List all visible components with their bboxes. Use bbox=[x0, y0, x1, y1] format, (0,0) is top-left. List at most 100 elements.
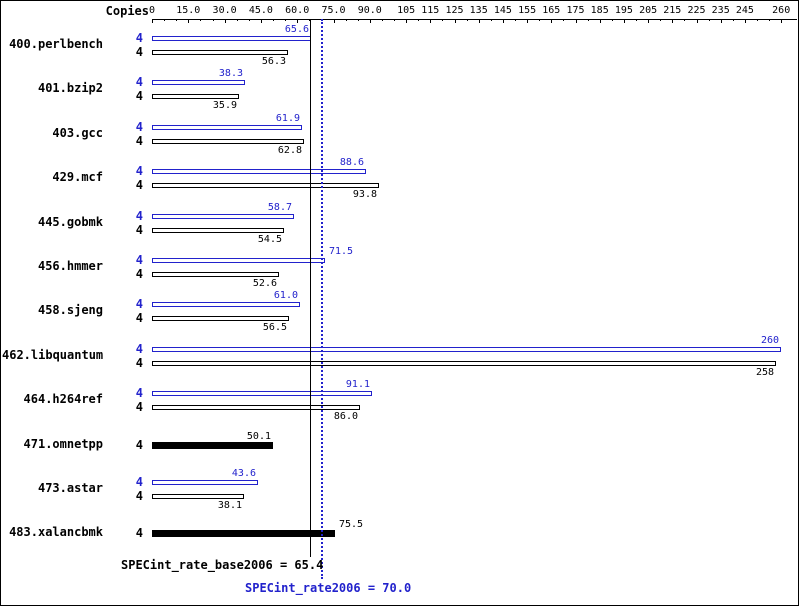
axis-major-tick bbox=[297, 19, 299, 23]
copies-value: 4 bbox=[135, 178, 143, 193]
benchmark-label: 445.gobmk bbox=[37, 214, 103, 229]
axis-minor-tick bbox=[418, 19, 420, 21]
axis-tick-label: 185 bbox=[590, 5, 609, 16]
result-bar-base bbox=[152, 360, 776, 366]
axis-tick-label: 75.0 bbox=[321, 5, 346, 16]
copies-value: 4 bbox=[135, 386, 143, 401]
bar-value-label: 54.5 bbox=[257, 233, 282, 245]
axis-major-tick bbox=[152, 19, 153, 23]
copies-value: 4 bbox=[135, 253, 143, 267]
axis-minor-tick bbox=[236, 19, 238, 21]
axis-major-tick bbox=[224, 19, 226, 23]
axis-minor-tick bbox=[611, 19, 613, 21]
axis-major-tick bbox=[744, 19, 746, 23]
copies-value: 4 bbox=[135, 89, 143, 104]
axis-tick-label: 215 bbox=[663, 5, 682, 16]
axis-tick-label: 175 bbox=[566, 5, 585, 16]
bar-value-label: 86.0 bbox=[333, 411, 358, 423]
benchmark-label: 462.libquantum bbox=[2, 347, 104, 362]
axis-minor-tick bbox=[164, 19, 166, 21]
axis-major-tick bbox=[454, 19, 456, 23]
axis-major-tick bbox=[430, 19, 432, 23]
axis-minor-tick bbox=[636, 19, 637, 21]
copies-value: 4 bbox=[135, 222, 143, 237]
bar-value-label: 260 bbox=[760, 334, 779, 346]
benchmark-label: 403.gcc bbox=[52, 125, 103, 140]
result-bar-base bbox=[152, 227, 284, 233]
axis-minor-tick bbox=[684, 19, 686, 21]
axis-minor-tick bbox=[563, 19, 565, 21]
axis-tick-label: 260 bbox=[772, 5, 791, 16]
benchmark-label: 471.omnetpp bbox=[23, 436, 103, 451]
axis-tick-label: 105 bbox=[397, 5, 416, 16]
axis-minor-tick bbox=[176, 19, 178, 21]
copies-value: 4 bbox=[135, 475, 143, 489]
axis-tick-label: 155 bbox=[518, 5, 537, 16]
axis-major-tick bbox=[478, 19, 480, 23]
axis-minor-tick bbox=[285, 19, 287, 21]
bar-value-label: 75.5 bbox=[339, 519, 364, 531]
benchmark-label: 458.sjeng bbox=[37, 303, 103, 318]
result-bar-peak bbox=[152, 302, 300, 308]
axis-minor-tick bbox=[769, 19, 771, 21]
bar-value-label: 58.7 bbox=[267, 201, 292, 213]
axis-minor-tick bbox=[757, 19, 758, 21]
axis-tick-label: 45.0 bbox=[248, 5, 273, 16]
axis-major-tick bbox=[502, 19, 504, 23]
bar-value-label: 56.3 bbox=[261, 56, 286, 67]
axis-tick-label: 225 bbox=[687, 5, 706, 16]
copies-value: 4 bbox=[135, 119, 143, 134]
copies-value: 4 bbox=[135, 75, 143, 90]
axis-tick-label: 245 bbox=[735, 5, 754, 16]
axis-major-tick bbox=[369, 19, 371, 23]
benchmark-label: 401.bzip2 bbox=[37, 81, 103, 96]
axis-tick-label: 115 bbox=[421, 5, 440, 16]
bar-value-label: 35.9 bbox=[212, 100, 237, 112]
axis-tick-label: 135 bbox=[469, 5, 488, 16]
result-bar-peak bbox=[152, 391, 372, 397]
bar-value-label: 38.3 bbox=[218, 68, 243, 80]
result-bar-base bbox=[152, 272, 279, 277]
axis-minor-tick bbox=[732, 19, 734, 21]
axis-minor-tick bbox=[357, 19, 359, 21]
axis-minor-tick bbox=[466, 19, 468, 21]
bar-value-label: 50.1 bbox=[246, 430, 271, 442]
benchmark-label: 456.hmmer bbox=[37, 259, 103, 273]
copies-value: 4 bbox=[135, 45, 143, 59]
axis-minor-tick bbox=[515, 19, 516, 21]
bar-value-label: 61.9 bbox=[275, 112, 300, 124]
copies-value: 4 bbox=[135, 133, 143, 148]
copies-value: 4 bbox=[135, 311, 143, 326]
axis-minor-tick bbox=[394, 19, 395, 21]
axis-major-tick bbox=[781, 19, 783, 23]
axis-tick-label: 235 bbox=[711, 5, 730, 16]
copies-value: 4 bbox=[135, 297, 143, 312]
bar-value-label: 88.6 bbox=[339, 157, 364, 169]
copies-value: 4 bbox=[135, 267, 143, 281]
result-bar-peak bbox=[152, 346, 781, 352]
x-axis-line bbox=[152, 19, 797, 20]
result-bar-peak bbox=[152, 36, 311, 41]
copies-value: 4 bbox=[135, 164, 143, 179]
result-bar-both bbox=[152, 530, 335, 538]
copies-value: 4 bbox=[135, 400, 143, 415]
axis-minor-tick bbox=[660, 19, 662, 21]
axis-tick-label: 195 bbox=[614, 5, 633, 16]
benchmark-label: 473.astar bbox=[37, 481, 103, 495]
axis-minor-tick bbox=[273, 19, 274, 21]
benchmark-label: 464.h264ref bbox=[23, 392, 103, 407]
axis-tick-label: 165 bbox=[542, 5, 561, 16]
base-result-label: SPECint_rate_base2006 = 65.4 bbox=[121, 558, 324, 572]
axis-tick-label: 30.0 bbox=[212, 5, 237, 16]
axis-tick-label: 205 bbox=[639, 5, 658, 16]
bar-value-label: 71.5 bbox=[329, 246, 354, 257]
axis-tick-label: 125 bbox=[445, 5, 464, 16]
result-bar-base bbox=[152, 183, 379, 189]
axis-major-tick bbox=[575, 19, 577, 23]
bar-value-label: 65.6 bbox=[284, 24, 309, 35]
axis-tick-label: 60.0 bbox=[285, 5, 310, 16]
axis-major-tick bbox=[720, 19, 722, 23]
bar-value-label: 43.6 bbox=[231, 468, 256, 479]
result-bar-peak bbox=[152, 480, 258, 485]
